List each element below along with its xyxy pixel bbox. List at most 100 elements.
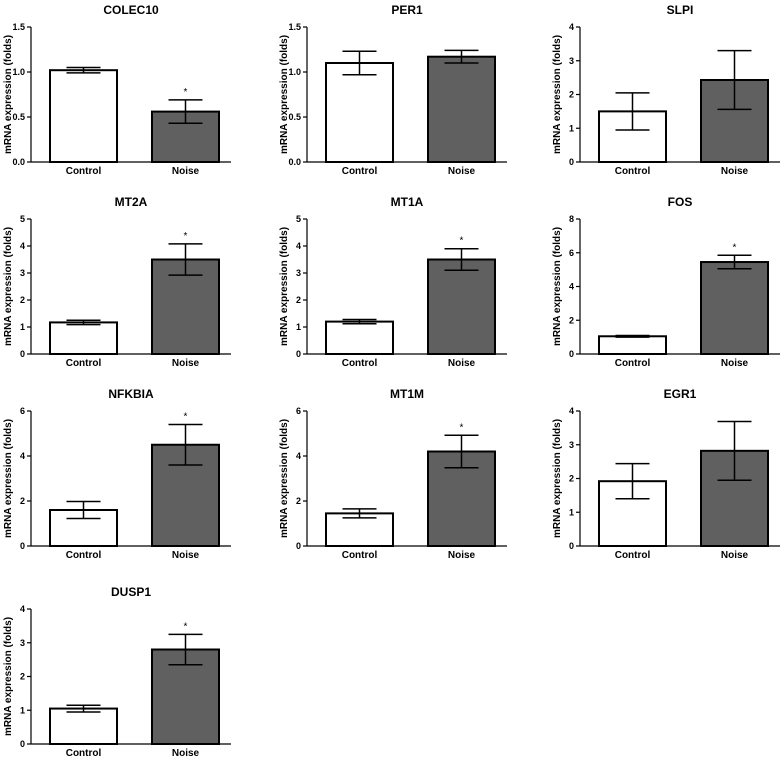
- y-tick-label: 3: [569, 440, 574, 450]
- category-label: Control: [66, 166, 102, 177]
- y-tick-label: 2: [569, 315, 574, 325]
- significance-mark: *: [184, 412, 188, 423]
- y-tick-label: 1: [569, 507, 574, 517]
- category-label: Control: [66, 748, 102, 758]
- y-tick-label: 0.5: [12, 112, 25, 122]
- category-label: Control: [342, 358, 378, 369]
- chart-title: DUSP1: [111, 585, 151, 599]
- y-tick-label: 1: [20, 322, 25, 332]
- y-tick-label: 0: [569, 349, 574, 359]
- category-label: Control: [66, 550, 102, 561]
- y-tick-label: 4: [569, 406, 574, 416]
- y-tick-label: 0.5: [288, 112, 301, 122]
- y-tick-label: 1.5: [288, 22, 301, 32]
- y-tick-label: 5: [296, 214, 301, 224]
- y-tick-label: 0: [20, 739, 25, 749]
- bar-noise: [700, 261, 769, 355]
- chart-panel-egr1: EGR1 mRNA expression (folds) 0 1 2 3 4 Control N…: [552, 387, 780, 561]
- significance-mark: *: [460, 422, 464, 433]
- y-tick-label: 8: [569, 214, 574, 224]
- y-tick-label: 2: [296, 295, 301, 305]
- y-tick-label: 4: [569, 22, 574, 32]
- y-axis-label: mRNA expression (folds): [279, 419, 290, 538]
- bar-control: [49, 321, 118, 356]
- significance-mark: *: [184, 621, 188, 632]
- bar-control: [49, 707, 118, 745]
- chart-title: MT1M: [390, 387, 424, 401]
- chart-panel-mt2a: MT2A mRNA expression (folds) 0 1 2 3 4 5 Control…: [3, 195, 231, 369]
- category-label: Noise: [448, 358, 476, 369]
- y-axis-label: mRNA expression (folds): [552, 419, 563, 538]
- bar-control: [49, 69, 118, 163]
- y-tick-label: 6: [569, 248, 574, 258]
- y-tick-label: 0: [569, 541, 574, 551]
- y-tick-label: 2: [296, 496, 301, 506]
- category-label: Noise: [721, 358, 749, 369]
- chart-title: PER1: [391, 3, 423, 17]
- y-tick-label: 4: [20, 604, 25, 614]
- category-label: Noise: [172, 166, 200, 177]
- chart-title: EGR1: [664, 387, 697, 401]
- category-label: Noise: [721, 166, 749, 177]
- category-label: Control: [342, 550, 378, 561]
- y-tick-label: 2: [569, 474, 574, 484]
- y-tick-label: 4: [20, 451, 25, 461]
- category-label: Noise: [172, 358, 200, 369]
- category-label: Control: [66, 358, 102, 369]
- y-tick-label: 2: [20, 496, 25, 506]
- bar-control: [325, 320, 394, 356]
- bar-noise: [427, 55, 496, 164]
- y-tick-label: 0: [296, 349, 301, 359]
- chart-panel-nfkbia: NFKBIA mRNA expression (folds) 0 2 4 6 Control…: [3, 387, 231, 561]
- bar-noise: [427, 258, 496, 355]
- y-tick-label: 1.5: [12, 22, 25, 32]
- chart-panel-mt1a: MT1A mRNA expression (folds) 0 1 2 3 4 5 Control…: [279, 195, 507, 369]
- category-label: Noise: [448, 166, 476, 177]
- category-label: Control: [615, 550, 651, 561]
- chart-title: SLPI: [667, 3, 694, 17]
- y-tick-label: 4: [569, 282, 574, 292]
- bar-control: [325, 62, 394, 163]
- chart-panel-mt1m: MT1M mRNA expression (folds) 0 2 4 6 Control No…: [279, 387, 507, 561]
- y-tick-label: 6: [20, 406, 25, 416]
- y-axis-label: mRNA expression (folds): [552, 227, 563, 346]
- y-axis-label: mRNA expression (folds): [3, 35, 14, 154]
- chart-panel-dusp1: DUSP1 mRNA expression (folds) 0 1 2 3 4 Control…: [3, 585, 231, 758]
- y-tick-label: 3: [20, 268, 25, 278]
- y-tick-label: 0: [296, 541, 301, 551]
- y-tick-label: 6: [296, 406, 301, 416]
- y-tick-label: 0: [569, 157, 574, 167]
- y-tick-label: 1: [20, 705, 25, 715]
- significance-mark: *: [733, 242, 737, 253]
- y-tick-label: 2: [20, 295, 25, 305]
- category-label: Noise: [448, 550, 476, 561]
- bar-control: [598, 335, 667, 355]
- y-axis-label: mRNA expression (folds): [552, 35, 563, 154]
- y-tick-label: 2: [20, 672, 25, 682]
- y-tick-label: 2: [569, 90, 574, 100]
- y-axis-label: mRNA expression (folds): [3, 227, 14, 346]
- category-label: Control: [342, 166, 378, 177]
- y-tick-label: 1.0: [12, 67, 25, 77]
- y-tick-label: 0: [20, 349, 25, 359]
- y-tick-label: 4: [296, 451, 301, 461]
- y-axis-label: mRNA expression (folds): [3, 419, 14, 538]
- category-label: Noise: [721, 550, 749, 561]
- y-tick-label: 3: [296, 268, 301, 278]
- bar-control: [325, 512, 394, 547]
- y-axis-label: mRNA expression (folds): [279, 35, 290, 154]
- chart-title: MT2A: [115, 195, 148, 209]
- y-tick-label: 1.0: [288, 67, 301, 77]
- chart-panel-slpi: SLPI mRNA expression (folds) 0 1 2 3 4 Control N…: [552, 3, 780, 177]
- y-tick-label: 1: [569, 123, 574, 133]
- y-tick-label: 5: [20, 214, 25, 224]
- chart-panel-per1: PER1 mRNA expression (folds) 0.0 0.5 1.0 1.5 C…: [279, 3, 507, 177]
- category-label: Control: [615, 166, 651, 177]
- significance-mark: *: [460, 236, 464, 247]
- y-axis-label: mRNA expression (folds): [279, 227, 290, 346]
- y-tick-label: 0: [20, 541, 25, 551]
- y-tick-label: 3: [569, 56, 574, 66]
- y-tick-label: 4: [296, 241, 301, 251]
- y-tick-label: 3: [20, 638, 25, 648]
